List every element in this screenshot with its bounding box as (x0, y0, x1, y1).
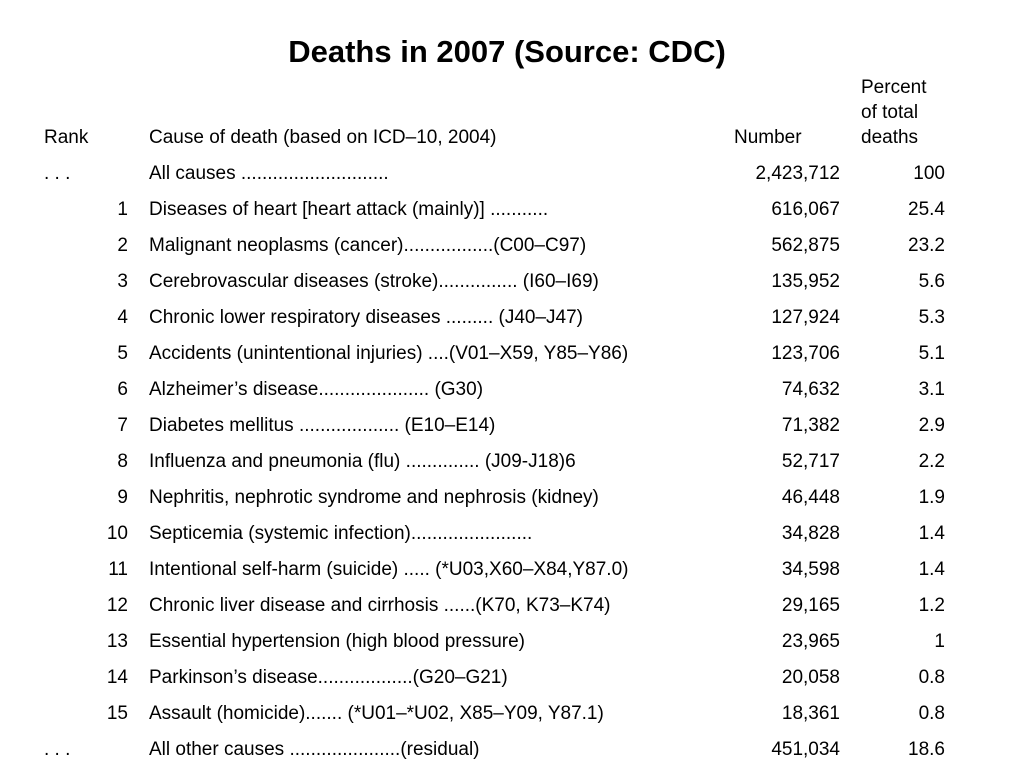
cell-number: 562,875 (771, 235, 840, 256)
cell-percent: 5.1 (918, 343, 945, 364)
cell-cause: Parkinson’s disease..................(G2… (149, 667, 508, 688)
cell-cause: Diabetes mellitus ................... (E… (149, 415, 496, 436)
cell-percent: 0.8 (918, 703, 945, 724)
table-row: 14 Parkinson’s disease..................(… (0, 660, 1024, 696)
cell-cause: Alzheimer’s disease.....................… (149, 379, 484, 400)
cell-rank: 8 (117, 451, 128, 472)
cell-rank: 13 (106, 631, 128, 652)
cell-number: 52,717 (781, 451, 840, 472)
table-row: 4 Chronic lower respiratory diseases ....… (0, 300, 1024, 336)
cell-cause: Assault (homicide)....... (*U01–*U02, X8… (149, 703, 604, 724)
cell-percent: 5.6 (918, 271, 945, 292)
cell-cause: Chronic liver disease and cirrhosis ....… (149, 595, 611, 616)
table-row: 7 Diabetes mellitus ................... (… (0, 408, 1024, 444)
cell-percent: 18.6 (908, 739, 945, 760)
cell-rank: 1 (117, 199, 128, 220)
cell-rank: . . . (44, 739, 71, 760)
table-row: 3 Cerebrovascular diseases (stroke)......… (0, 264, 1024, 300)
cell-number: 123,706 (771, 343, 840, 364)
header-percent-line3: deaths (861, 127, 919, 148)
cell-cause: Malignant neoplasms (cancer)............… (149, 235, 587, 256)
table-row: 11 Intentional self-harm (suicide) ..... … (0, 552, 1024, 588)
table-row: 13 Essential hypertension (high blood pre… (0, 624, 1024, 660)
cell-percent: 3.1 (918, 379, 945, 400)
cell-rank: . . . (44, 163, 71, 184)
table-row: 1 Diseases of heart [heart attack (mainly… (0, 192, 1024, 228)
cell-number: 46,448 (781, 487, 840, 508)
table-body: . . . All causes ........................… (0, 156, 1024, 768)
cell-rank: 7 (117, 415, 128, 436)
cell-rank: 9 (117, 487, 128, 508)
header-percent-line1: Percent (861, 77, 927, 98)
cell-number: 616,067 (771, 199, 840, 220)
cell-percent: 5.3 (918, 307, 945, 328)
header-percent: Percent of total deaths (861, 75, 981, 150)
cell-number: 18,361 (781, 703, 840, 724)
cell-cause: Accidents (unintentional injuries) ....(… (149, 343, 629, 364)
cell-number: 451,034 (771, 739, 840, 760)
cell-number: 2,423,712 (755, 163, 840, 184)
cell-number: 127,924 (771, 307, 840, 328)
cell-rank: 5 (117, 343, 128, 364)
page-title: Deaths in 2007 (Source: CDC) (288, 34, 726, 69)
cell-cause: All causes ............................ (149, 163, 389, 184)
cell-number: 135,952 (771, 271, 840, 292)
table-row: . . . All causes ........................… (0, 156, 1024, 192)
cell-percent: 1.4 (918, 523, 945, 544)
cell-rank: 6 (117, 379, 128, 400)
cell-rank: 12 (106, 595, 128, 616)
cell-percent: 23.2 (908, 235, 945, 256)
table-row: 5 Accidents (unintentional injuries) ....… (0, 336, 1024, 372)
cell-cause: Chronic lower respiratory diseases .....… (149, 307, 584, 328)
cell-cause: Diseases of heart [heart attack (mainly)… (149, 199, 549, 220)
cell-number: 71,382 (781, 415, 840, 436)
header-percent-line2: of total (861, 102, 919, 123)
cell-percent: 2.9 (918, 415, 945, 436)
cell-cause: All other causes .....................(r… (149, 739, 480, 760)
cell-number: 74,632 (781, 379, 840, 400)
cell-cause: Essential hypertension (high blood press… (149, 631, 525, 652)
cell-cause: Septicemia (systemic infection).........… (149, 523, 533, 544)
cell-rank: 10 (106, 523, 128, 544)
cell-percent: 25.4 (908, 199, 945, 220)
table-row: 12 Chronic liver disease and cirrhosis ..… (0, 588, 1024, 624)
cell-cause: Intentional self-harm (suicide) ..... (*… (149, 559, 629, 580)
header-rank: Rank (44, 127, 89, 148)
cell-cause: Nephritis, nephrotic syndrome and nephro… (149, 487, 599, 508)
cell-rank: 11 (108, 559, 128, 580)
cell-rank: 3 (117, 271, 128, 292)
table-row: 6 Alzheimer’s disease....................… (0, 372, 1024, 408)
cell-rank: 4 (117, 307, 128, 328)
cell-percent: 0.8 (918, 667, 945, 688)
cell-rank: 14 (106, 667, 128, 688)
table-row: 15 Assault (homicide)....... (*U01–*U02, … (0, 696, 1024, 732)
cell-cause: Cerebrovascular diseases (stroke).......… (149, 271, 599, 292)
cell-percent: 1.9 (918, 487, 945, 508)
table-row: 8 Influenza and pneumonia (flu) .........… (0, 444, 1024, 480)
cell-number: 29,165 (781, 595, 840, 616)
table-row: 10 Septicemia (systemic infection).......… (0, 516, 1024, 552)
table-row: 9 Nephritis, nephrotic syndrome and nephr… (0, 480, 1024, 516)
cell-number: 20,058 (781, 667, 840, 688)
table-row: . . . All other causes ..................… (0, 732, 1024, 768)
cell-number: 34,828 (781, 523, 840, 544)
cell-percent: 1.2 (918, 595, 945, 616)
cell-rank: 2 (117, 235, 128, 256)
cell-number: 23,965 (781, 631, 840, 652)
cell-cause: Influenza and pneumonia (flu) ..........… (149, 451, 576, 472)
table-row: 2 Malignant neoplasms (cancer)...........… (0, 228, 1024, 264)
cell-percent: 100 (913, 163, 945, 184)
header-number: Number (734, 127, 802, 148)
cell-number: 34,598 (781, 559, 840, 580)
cell-rank: 15 (106, 703, 128, 724)
cell-percent: 2.2 (918, 451, 945, 472)
cell-percent: 1.4 (918, 559, 945, 580)
table-header: Rank Cause of death (based on ICD–10, 20… (0, 74, 1024, 150)
cell-percent: 1 (934, 631, 945, 652)
header-cause: Cause of death (based on ICD–10, 2004) (149, 127, 497, 148)
